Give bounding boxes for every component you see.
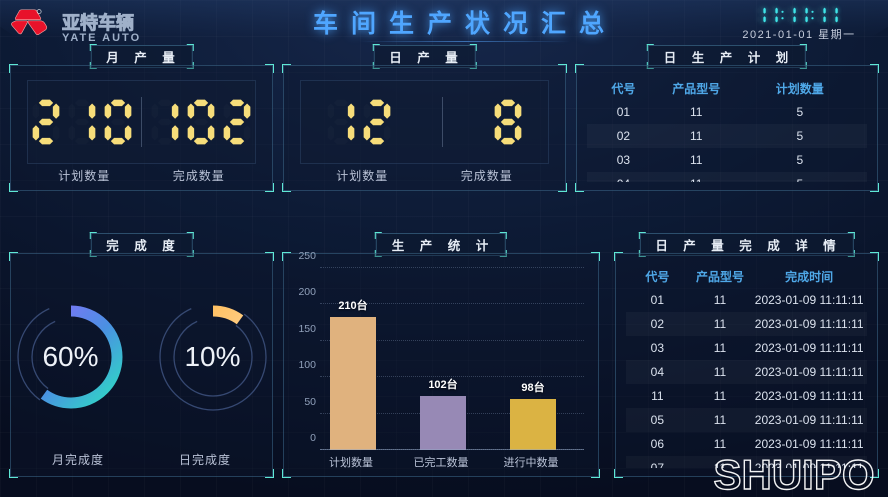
- svg-text:亚特车辆: 亚特车辆: [62, 12, 134, 33]
- svg-text:YATE AUTO: YATE AUTO: [62, 32, 141, 44]
